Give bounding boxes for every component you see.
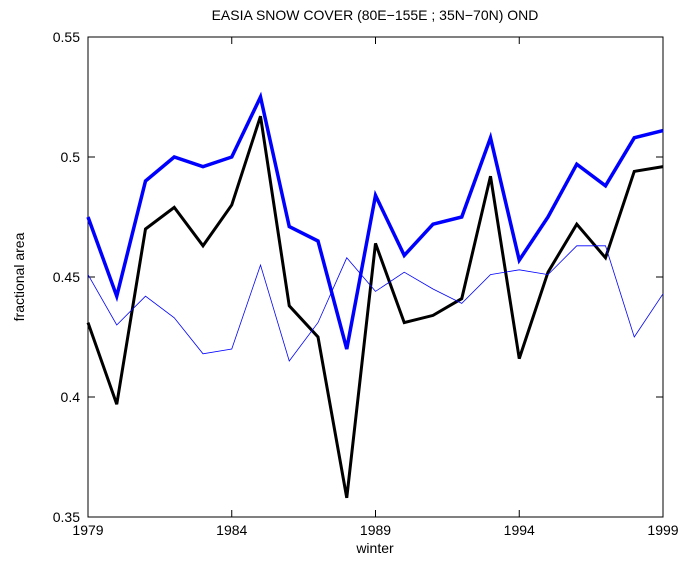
y-tick-label: 0.55 <box>53 29 80 45</box>
x-tick-label: 1979 <box>72 522 103 538</box>
y-tick-label: 0.45 <box>53 269 80 285</box>
x-tick-label: 1984 <box>216 522 247 538</box>
y-tick-label: 0.4 <box>61 389 81 405</box>
series-line <box>86 91 664 350</box>
series-line <box>86 115 664 499</box>
y-tick-label: 0.5 <box>61 149 81 165</box>
x-tick-label: 1989 <box>360 522 391 538</box>
plot-frame <box>87 36 664 518</box>
series-line <box>87 245 664 362</box>
y-axis-label: fractional area <box>11 232 27 321</box>
chart-title: EASIA SNOW COVER (80E−155E ; 35N−70N) ON… <box>212 7 539 23</box>
x-tick-label: 1994 <box>504 522 535 538</box>
y-tick-label: 0.35 <box>53 509 80 525</box>
x-tick-label: 1999 <box>647 522 678 538</box>
x-axis-label: winter <box>355 540 394 556</box>
